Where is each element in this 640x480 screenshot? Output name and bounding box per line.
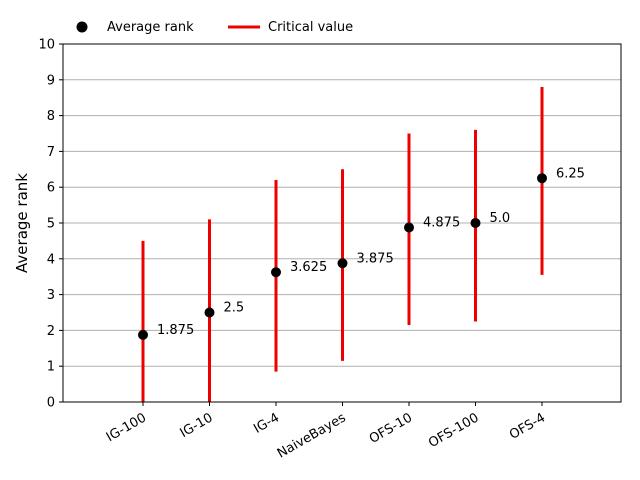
data-label: 1.875 <box>157 323 194 338</box>
data-labels: 1.875 2.5 3.625 3.875 4.875 5.0 6.25 <box>157 166 585 338</box>
y-tick-label: 2 <box>47 324 55 339</box>
data-label: 3.625 <box>290 260 327 275</box>
x-tick-label: NaiveBayes <box>275 410 349 461</box>
average-rank-point <box>470 218 481 228</box>
y-tick-label: 1 <box>47 360 55 375</box>
data-label: 3.875 <box>357 251 394 266</box>
y-tick-label: 6 <box>47 181 55 196</box>
average-rank-point <box>537 173 547 184</box>
y-axis-label: Average rank <box>13 173 31 273</box>
x-tick-label: IG-10 <box>178 410 216 441</box>
x-tick-label: OFS-4 <box>507 410 548 442</box>
legend-marker-average-rank <box>76 21 88 33</box>
y-tick-label: 4 <box>47 252 55 267</box>
legend-label-critical-value: Critical value <box>268 20 353 35</box>
average-rank-point <box>404 222 414 233</box>
y-tick-label: 0 <box>47 396 55 411</box>
x-tick-label: OFS-100 <box>426 410 481 451</box>
y-tick-label: 10 <box>38 38 55 53</box>
x-tick-label: IG-4 <box>251 410 282 436</box>
data-label: 5.0 <box>490 211 511 226</box>
x-tick-label: IG-100 <box>104 410 149 445</box>
y-tick-label: 7 <box>47 145 55 160</box>
data-label: 4.875 <box>423 215 460 230</box>
legend-label-average-rank: Average rank <box>107 20 194 35</box>
average-rank-point <box>138 329 148 340</box>
x-tick-label: OFS-10 <box>367 410 415 446</box>
y-tick-label: 9 <box>47 73 55 88</box>
y-tick-label: 3 <box>47 288 55 303</box>
critical-value-lines <box>141 86 544 402</box>
average-rank-points <box>138 173 547 340</box>
average-rank-point <box>271 267 281 278</box>
data-label: 2.5 <box>224 301 245 316</box>
data-label: 6.25 <box>556 166 585 181</box>
y-axis-ticks: 0 1 2 3 4 5 6 7 8 9 10 <box>38 38 63 411</box>
average-rank-point <box>204 307 215 318</box>
average-rank-point <box>337 258 348 269</box>
y-tick-label: 5 <box>47 217 55 232</box>
legend: Average rank Critical value <box>76 20 353 35</box>
y-tick-label: 8 <box>47 109 55 124</box>
